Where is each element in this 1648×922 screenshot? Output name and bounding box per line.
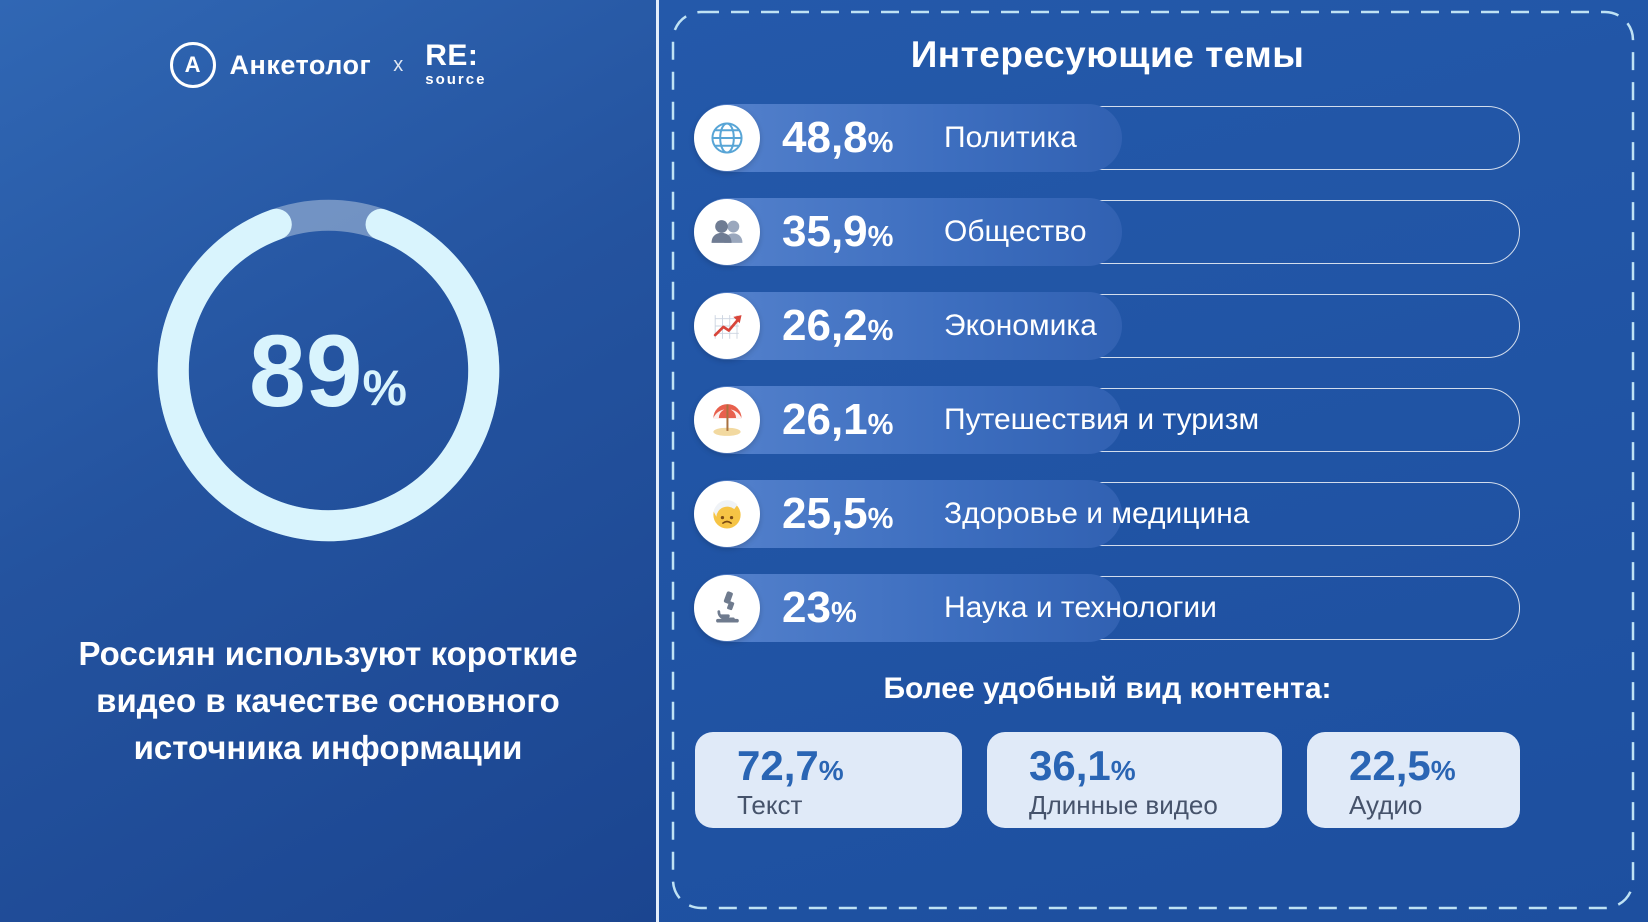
topic-label: Общество — [944, 215, 1087, 248]
topic-label: Политика — [944, 121, 1077, 154]
content-card: 22,5% Аудио — [1307, 732, 1520, 828]
topic-row: 25,5% Здоровье и медицина — [694, 480, 1520, 548]
topics-panel: Интересующие темы 48,8% Политика — [656, 0, 1648, 922]
topic-percent: 26,2% — [782, 301, 894, 350]
stat-unit: % — [362, 359, 407, 416]
topic-label: Здоровье и медицина — [944, 497, 1250, 530]
topic-label: Путешествия и туризм — [944, 403, 1260, 436]
beach-umbrella-icon — [694, 387, 760, 453]
stat-caption: Россиян используют короткие видео в каче… — [78, 635, 578, 766]
globe-icon — [694, 105, 760, 171]
content-type-cards: 72,7% Текст 36,1% Длинные видео 22,5% Ау… — [695, 732, 1520, 828]
anketolog-logo-icon: A — [169, 42, 216, 88]
donut-center-label: 89 % — [156, 198, 501, 543]
card-label: Аудио — [1349, 790, 1423, 821]
content-types-title: Более удобный вид контента: — [883, 672, 1332, 705]
topic-row: 26,1% Путешествия и туризм — [694, 386, 1520, 454]
card-percent: 72,7% — [737, 742, 844, 789]
topics-list: 48,8% Политика 35,9% Общество — [694, 104, 1520, 642]
microscope-icon — [694, 575, 760, 641]
brand-name: Анкетолог — [229, 49, 372, 80]
bandaged-face-icon — [694, 481, 760, 547]
topic-row: 26,2% Экономика — [694, 292, 1520, 360]
card-percent: 36,1% — [1029, 742, 1136, 789]
topic-percent: 26,1% — [782, 395, 894, 444]
topic-bar-fill — [694, 386, 1122, 454]
partner-logo-bottom: source — [425, 70, 487, 88]
topic-bar-fill — [694, 480, 1122, 548]
topic-label: Наука и технологии — [944, 591, 1217, 624]
topic-label: Экономика — [944, 309, 1097, 342]
topic-percent: 48,8% — [782, 113, 894, 162]
partner-logo-top: RE: — [425, 39, 479, 73]
topics-title: Интересующие темы — [910, 34, 1305, 75]
donut-chart: 89 % — [156, 198, 501, 543]
brand-separator: x — [393, 53, 404, 76]
topic-percent: 25,5% — [782, 489, 894, 538]
card-percent: 22,5% — [1349, 742, 1456, 789]
topic-percent: 35,9% — [782, 207, 894, 256]
card-label: Текст — [737, 790, 803, 821]
partner-logo: RE: source — [425, 39, 487, 88]
content-card: 72,7% Текст — [695, 732, 962, 828]
topic-bar-fill — [694, 574, 1122, 642]
topic-bar-fill — [694, 292, 1122, 360]
topic-bar-fill — [694, 198, 1122, 266]
stat-value: 89 — [249, 313, 363, 428]
people-icon — [694, 199, 760, 265]
topic-bar-fill — [694, 104, 1122, 172]
donut-svg — [157, 199, 499, 542]
donut-arc — [157, 199, 499, 542]
brand-header: A Анкетолог x RE: source — [169, 39, 487, 88]
content-card: 36,1% Длинные видео — [987, 732, 1282, 828]
topic-row: 48,8% Политика — [694, 104, 1520, 172]
chart-icon — [694, 293, 760, 359]
card-label: Длинные видео — [1029, 790, 1218, 821]
summary-panel: A Анкетолог x RE: source 89 % Россиян ис… — [0, 0, 656, 922]
topic-row: 23% Наука и технологии — [694, 574, 1520, 642]
topic-percent: 23% — [782, 583, 857, 632]
topic-row: 35,9% Общество — [694, 198, 1520, 266]
